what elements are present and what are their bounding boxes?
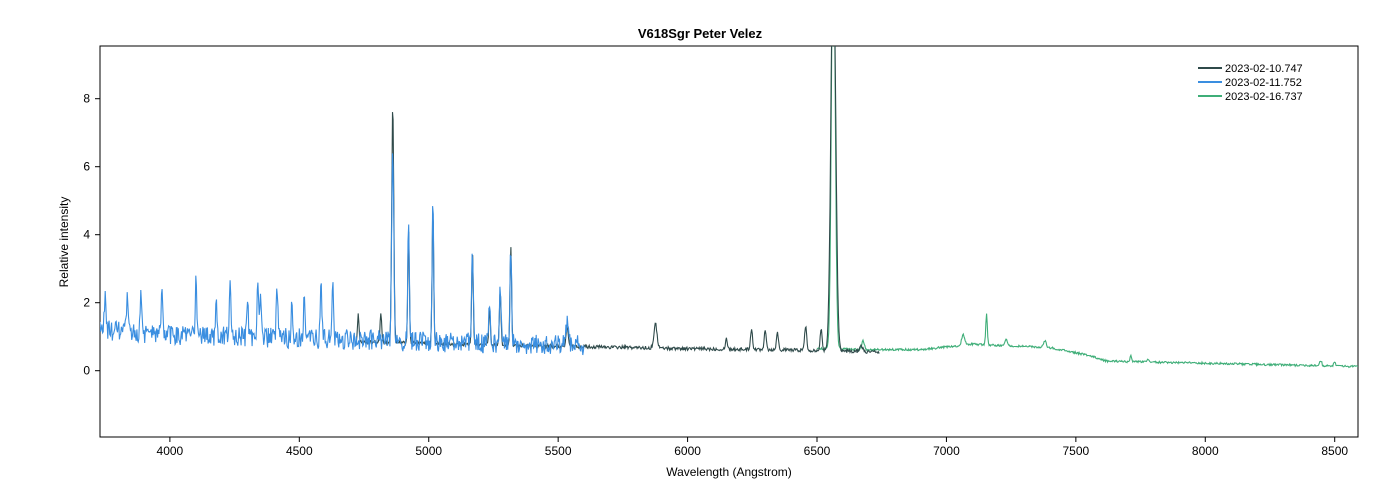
x-tick-label: 7500	[1063, 444, 1090, 458]
y-axis-label: Relative intensity	[57, 197, 71, 288]
axis-ticks: 4000 4500 5000 5500 6000 6500 7000 7500 8000 8500…	[83, 92, 1348, 458]
x-tick-label: 6000	[674, 444, 701, 458]
x-tick-label: 6500	[804, 444, 831, 458]
series-line-2023-02-10.747	[355, 46, 880, 355]
y-tick-label: 4	[83, 228, 90, 242]
legend-label: 2023-02-16.737	[1225, 91, 1303, 103]
series-line-2023-02-16.737	[816, 46, 1358, 369]
legend-label: 2023-02-10.747	[1225, 63, 1303, 75]
legend: 2023-02-10.747 2023-02-11.752 2023-02-16.7…	[1198, 63, 1303, 103]
x-tick-label: 4000	[157, 444, 184, 458]
x-axis-label: Wavelength (Angstrom)	[666, 465, 792, 479]
x-tick-label: 5500	[545, 444, 572, 458]
y-tick-label: 2	[83, 296, 90, 310]
y-tick-label: 0	[83, 364, 90, 378]
plot-area	[99, 45, 1359, 438]
x-tick-label: 7000	[933, 444, 960, 458]
chart-title: V618Sgr Peter Velez	[638, 26, 763, 41]
y-tick-label: 6	[83, 160, 90, 174]
x-tick-label: 8000	[1192, 444, 1219, 458]
series-line-2023-02-11.752	[100, 153, 585, 356]
x-tick-label: 5000	[415, 444, 442, 458]
x-tick-label: 4500	[286, 444, 313, 458]
series-group	[100, 46, 1358, 369]
y-tick-label: 8	[83, 92, 90, 106]
x-tick-label: 8500	[1321, 444, 1348, 458]
legend-label: 2023-02-11.752	[1225, 77, 1302, 89]
